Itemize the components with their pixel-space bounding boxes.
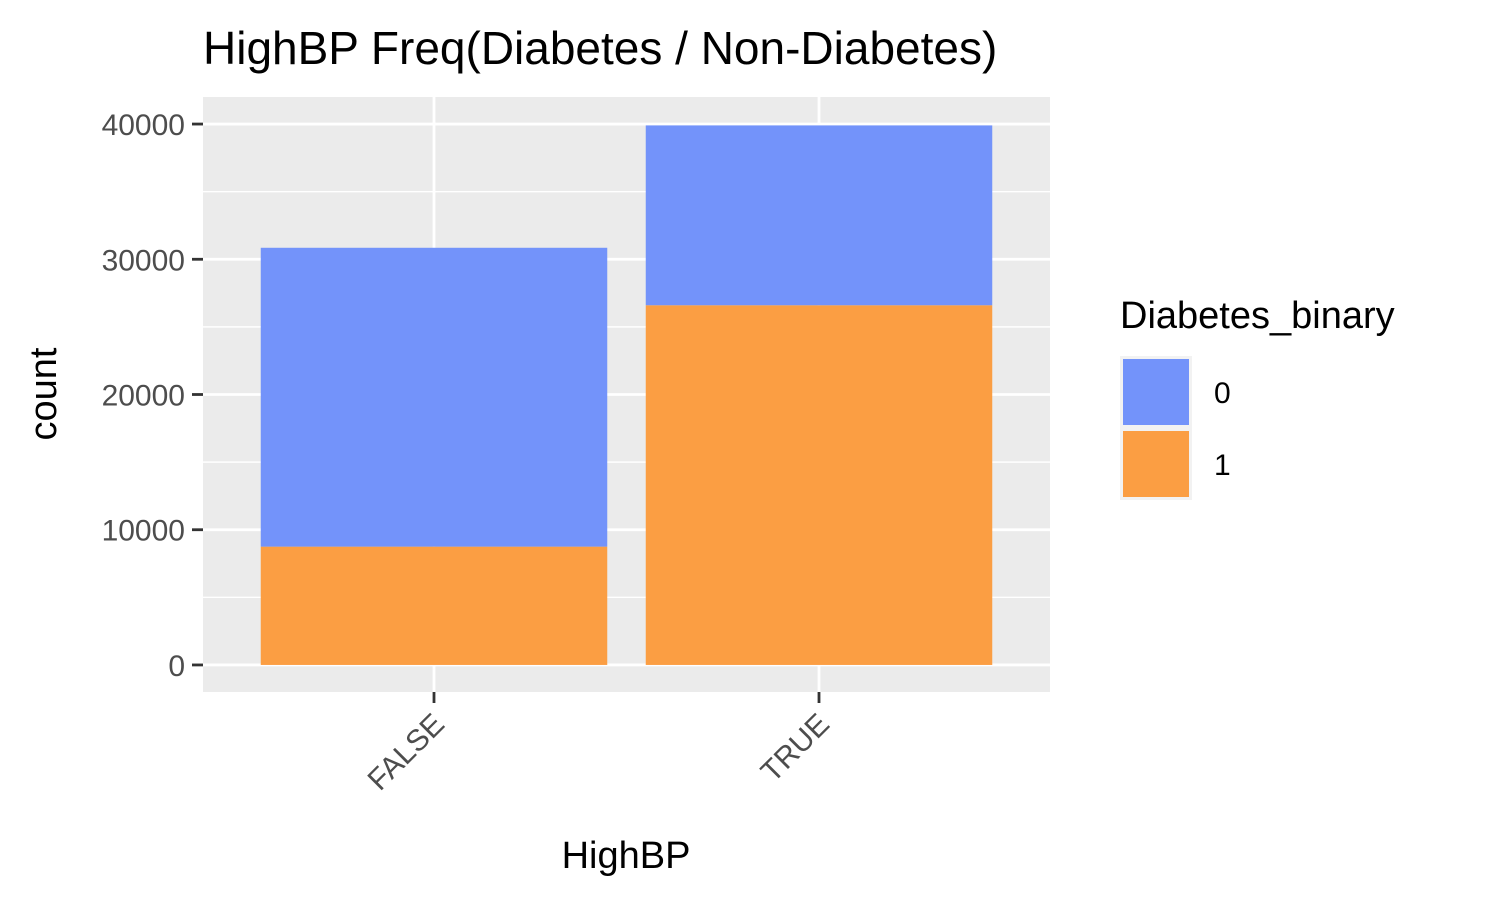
legend-title: Diabetes_binary	[1120, 295, 1395, 337]
legend: Diabetes_binary 0 1	[1120, 295, 1395, 500]
y-tick-label: 10000	[102, 515, 185, 548]
bars	[260, 125, 993, 665]
y-tick-label: 0	[168, 650, 185, 683]
x-tick-label: TRUE	[755, 708, 836, 789]
bar-true-series-0	[645, 125, 993, 306]
x-tick-label: FALSE	[362, 708, 451, 797]
bar-false-series-1	[260, 546, 608, 665]
legend-label-0: 0	[1214, 377, 1231, 410]
chart-title: HighBP Freq(Diabetes / Non-Diabetes)	[203, 22, 997, 74]
bar-true-series-1	[645, 305, 993, 665]
legend-swatch-0	[1123, 359, 1189, 425]
y-tick-label: 40000	[102, 109, 185, 142]
y-tick-label: 20000	[102, 380, 185, 413]
legend-swatch-1	[1123, 431, 1189, 497]
bar-false-series-0	[260, 247, 608, 547]
legend-label-1: 1	[1214, 449, 1231, 482]
y-axis-title: count	[23, 347, 65, 440]
x-axis: FALSE TRUE	[362, 692, 836, 797]
y-axis: 0 10000 20000 30000 40000	[102, 109, 203, 683]
x-axis-title: HighBP	[562, 835, 691, 877]
y-tick-label: 30000	[102, 244, 185, 277]
